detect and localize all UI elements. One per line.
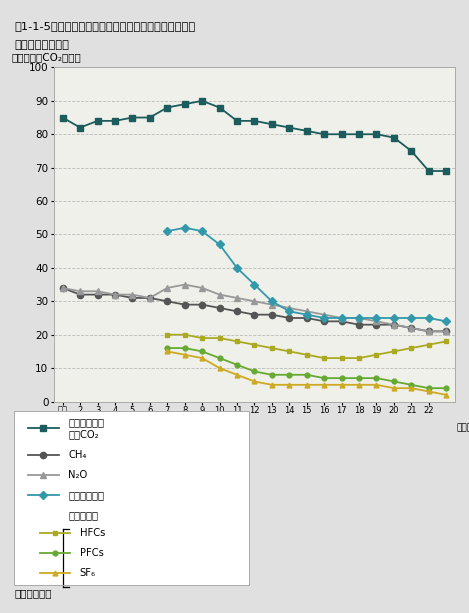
Text: 素以外）の排出量: 素以外）の排出量 — [14, 40, 69, 50]
Text: ３ガス合計: ３ガス合計 — [68, 511, 98, 520]
Text: 非エネルギー
起源CO₂: 非エネルギー 起源CO₂ — [68, 417, 104, 439]
Text: （年度）: （年度） — [457, 423, 469, 432]
Text: HFCs: HFCs — [80, 528, 105, 538]
Text: PFCs: PFCs — [80, 547, 104, 558]
Text: 資料：環境省: 資料：環境省 — [14, 588, 52, 598]
Text: 代替フロン等: 代替フロン等 — [68, 490, 104, 500]
Text: 図1-1-5　各種温室効果ガス（エネルギー起源二酸化炭: 図1-1-5 各種温室効果ガス（エネルギー起源二酸化炭 — [14, 21, 195, 31]
Text: N₂O: N₂O — [68, 470, 87, 481]
Text: CH₄: CH₄ — [68, 451, 86, 460]
Text: SF₆: SF₆ — [80, 568, 96, 578]
Text: （百万トンCO₂換算）: （百万トンCO₂換算） — [12, 53, 82, 63]
